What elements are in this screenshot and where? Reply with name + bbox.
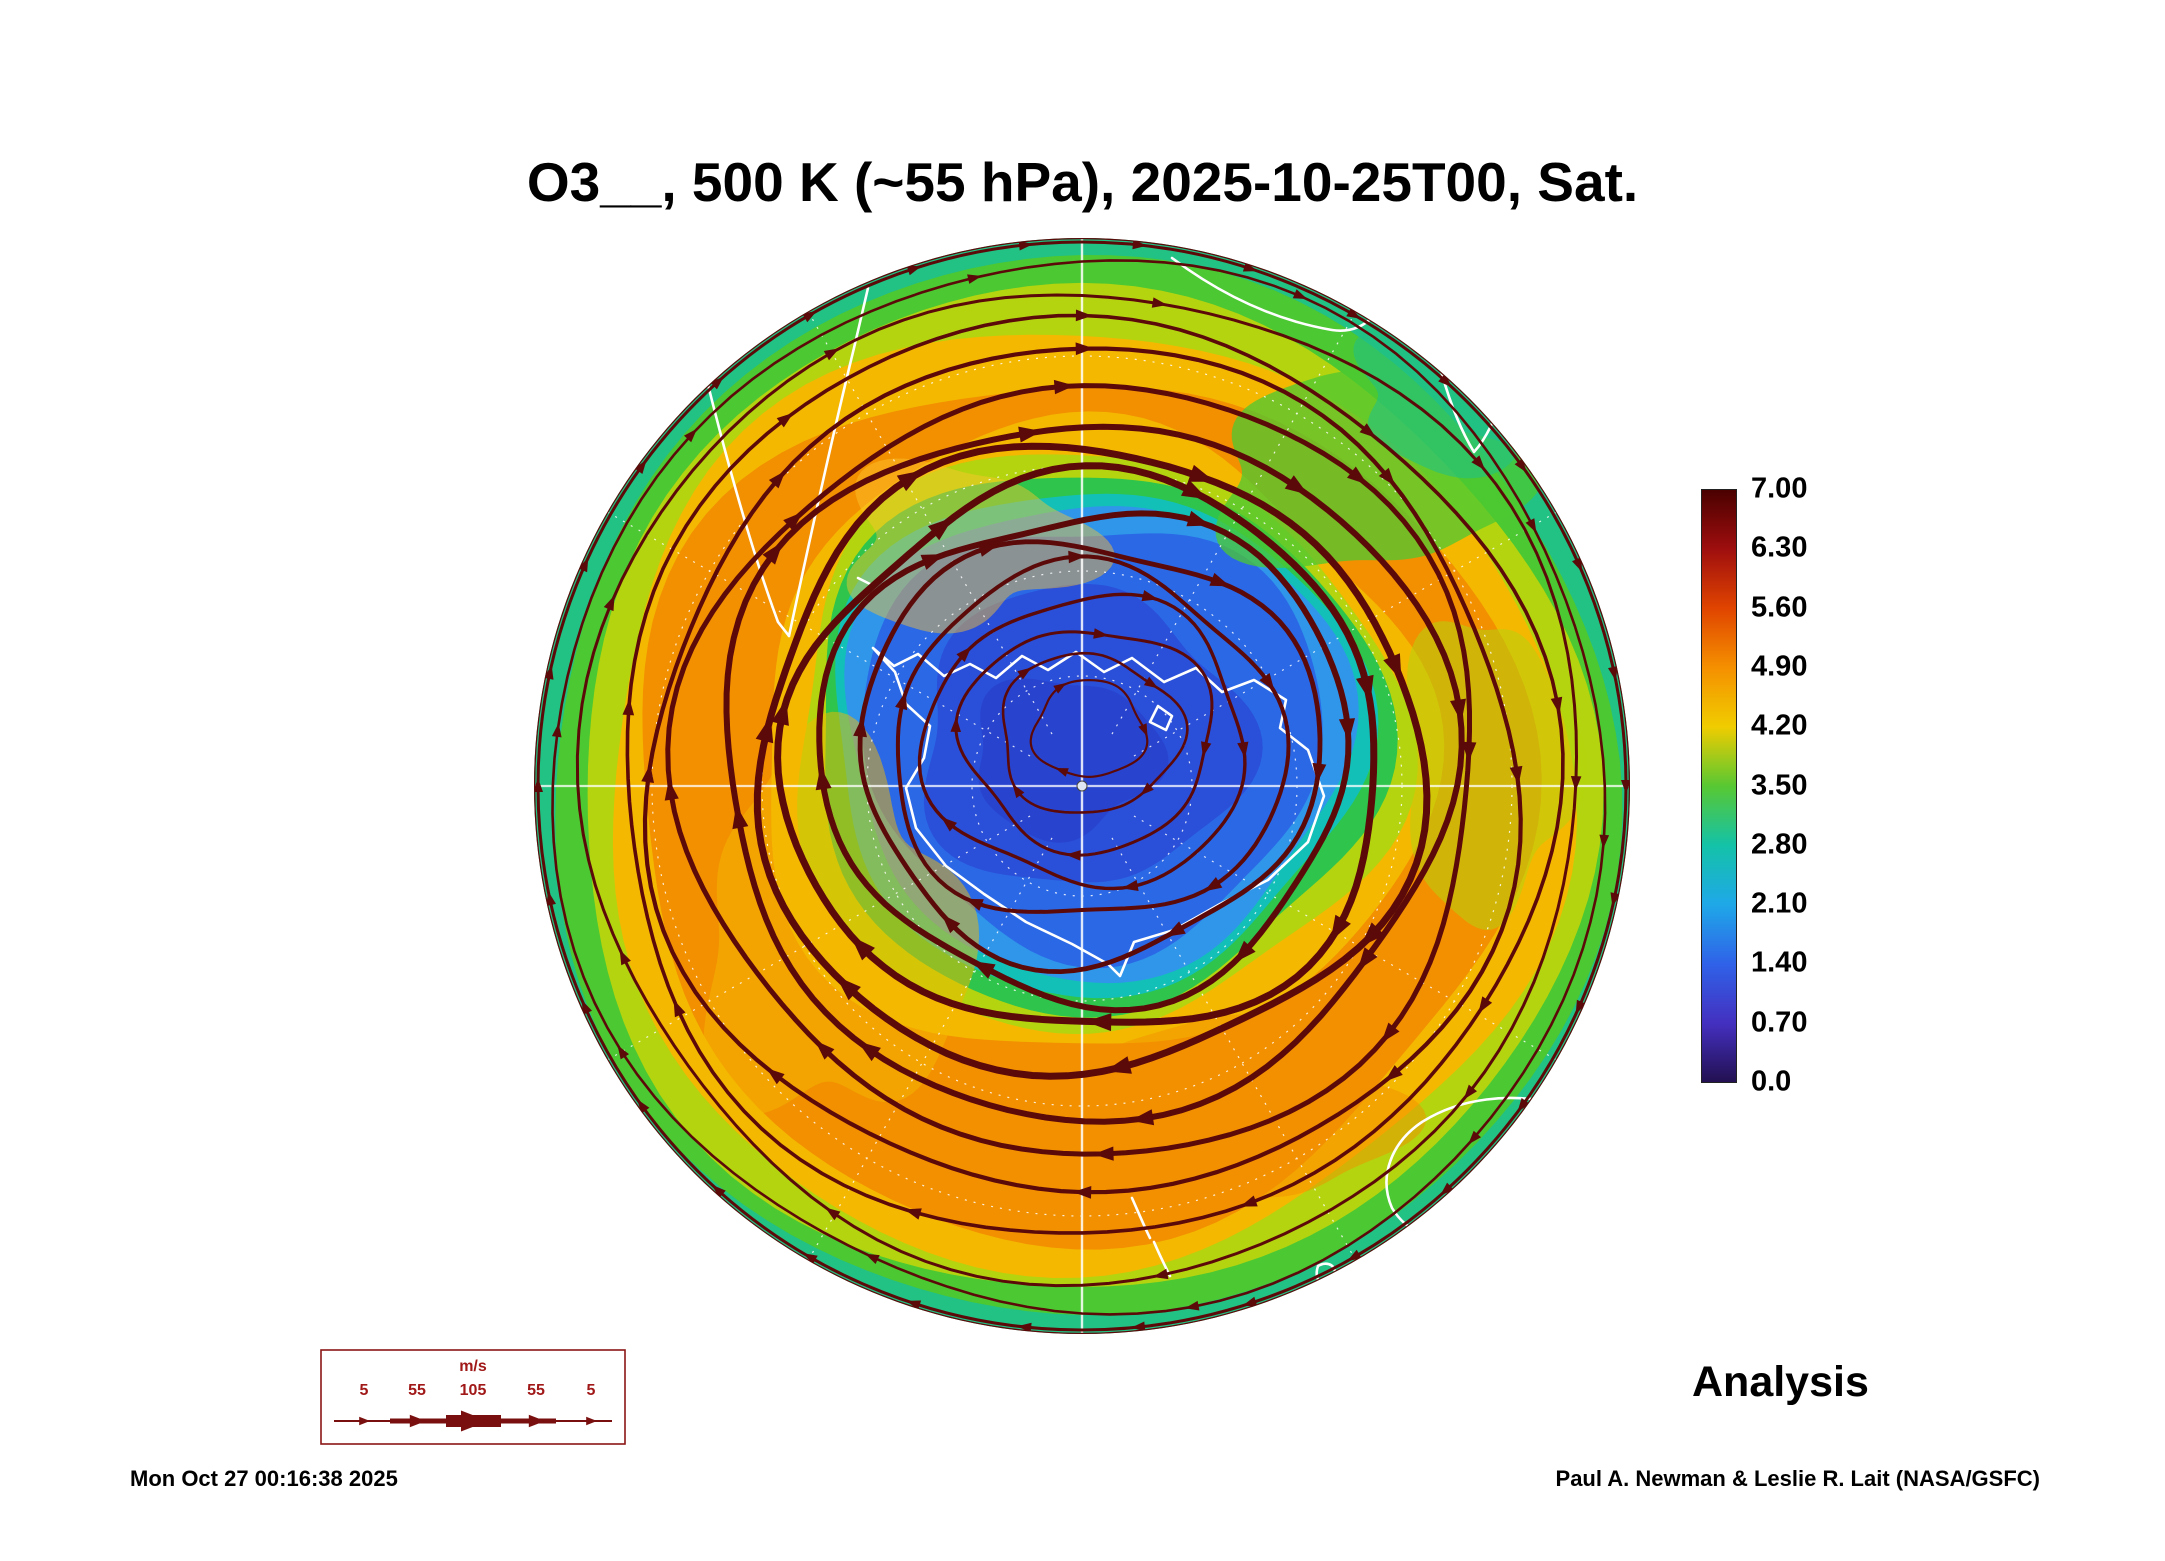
wind-legend-value: 5 — [360, 1382, 369, 1399]
colorbar: 7.00 6.30 5.60 4.90 4.20 3.50 2.80 2.10 1.40 0.70… — [1701, 473, 2001, 1098]
credit: Paul A. Newman & Leslie R. Lait (NASA/GS… — [1555, 1466, 2040, 1491]
wind-legend-arrow — [359, 1416, 370, 1426]
wind-legend-arrow — [409, 1414, 426, 1428]
streamlines — [534, 238, 1630, 1334]
wind-legend-arrow — [461, 1410, 488, 1432]
colorbar-tick-label: 3.50 — [1751, 769, 1808, 801]
wind-legend-value: 105 — [460, 1382, 487, 1399]
polar-map — [534, 238, 1630, 1334]
wind-legend-arrow — [528, 1414, 545, 1428]
colorbar-tick-label: 0.70 — [1751, 1006, 1808, 1039]
colorbar-tick-label: 0.0 — [1751, 1065, 1792, 1098]
wind-legend-unit: m/s — [459, 1358, 487, 1375]
colorbar-tick-label: 6.30 — [1751, 531, 1808, 564]
wind-speed-legend: m/s5 55 105 55 5 — [320, 1349, 626, 1445]
colorbar-tick-label: 4.90 — [1751, 650, 1808, 683]
colorbar-tick-label: 4.20 — [1751, 709, 1808, 742]
wind-legend-value: 55 — [527, 1382, 545, 1399]
pole-dot — [1076, 780, 1088, 792]
wind-legend-value: 55 — [408, 1382, 426, 1399]
wind-legend-arrow — [586, 1416, 597, 1426]
wind-legend-border — [320, 1349, 626, 1445]
streamline-arrows — [534, 239, 1630, 1333]
analysis-label: Analysis — [1692, 1358, 1869, 1406]
colorbar-tick-label: 2.80 — [1751, 828, 1808, 861]
colorbar-tick-label: 2.10 — [1751, 887, 1808, 920]
map-content — [534, 238, 1630, 1334]
colorbar-labels: 7.00 6.30 5.60 4.90 4.20 3.50 2.80 2.10 1.40 0.70… — [1751, 473, 1951, 1098]
colorbar-tick-label: 1.40 — [1751, 946, 1808, 979]
colorbar-tick-label: 7.00 — [1751, 472, 1808, 505]
timestamp: Mon Oct 27 00:16:38 2025 — [130, 1466, 398, 1491]
colorbar-tick-label: 5.60 — [1751, 591, 1808, 624]
wind-legend-value: 5 — [587, 1382, 596, 1399]
colorbar-scale — [1701, 489, 1737, 1083]
figure-title: O3__, 500 K (~55 hPa), 2025-10-25T00, Sa… — [526, 151, 1639, 213]
